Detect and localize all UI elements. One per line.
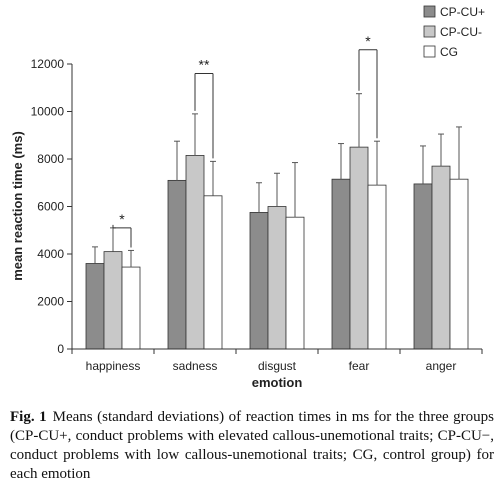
legend-swatch	[423, 25, 436, 38]
y-tick-label: 10000	[31, 105, 65, 119]
y-tick-label: 6000	[37, 200, 64, 214]
bar	[167, 179, 187, 350]
x-tick-label: sadness	[173, 359, 218, 373]
significance-label: **	[199, 57, 210, 73]
bar	[367, 184, 387, 350]
legend-label: CP-CU-	[440, 25, 482, 39]
bar	[103, 251, 123, 350]
legend-label: CP-CU+	[440, 5, 485, 19]
y-tick-label: 4000	[37, 247, 64, 261]
bar	[267, 206, 287, 350]
y-axis-ticks: 0 2000 4000 6000 8000 10000 12000	[31, 57, 72, 356]
figure-number: Fig. 1	[10, 409, 47, 425]
bar	[349, 146, 369, 350]
y-axis-title: mean reaction time (ms)	[10, 131, 25, 281]
bar	[449, 178, 469, 350]
y-tick-label: 8000	[37, 152, 64, 166]
bar	[85, 263, 105, 350]
x-axis-title: emotion	[252, 375, 303, 390]
legend-swatch	[423, 45, 436, 58]
x-tick-label: fear	[349, 359, 370, 373]
error-bars	[92, 93, 462, 268]
caption-text: Means (standard deviations) of reaction …	[10, 409, 494, 482]
bar	[285, 216, 305, 350]
legend-swatch	[423, 5, 436, 18]
bar-marks	[85, 146, 469, 350]
y-tick-label: 0	[57, 342, 64, 356]
legend: CP-CU+ CP-CU- CG	[423, 5, 485, 59]
figure-caption: Fig. 1 Means (standard deviations) of rea…	[10, 408, 494, 484]
x-tick-label: disgust	[258, 359, 297, 373]
bar	[331, 178, 351, 350]
y-tick-label: 2000	[37, 295, 64, 309]
significance-label: *	[365, 33, 371, 49]
bar	[203, 195, 223, 350]
bar	[413, 183, 433, 350]
x-tick-label: happiness	[86, 359, 141, 373]
legend-label: CG	[440, 45, 458, 59]
bar	[121, 266, 141, 350]
x-axis-ticks: happiness sadness disgust fear anger	[71, 349, 483, 373]
bar	[185, 155, 205, 350]
y-tick-label: 12000	[31, 57, 65, 71]
bar	[249, 212, 269, 350]
bar	[431, 165, 451, 350]
significance-label: *	[119, 211, 125, 227]
significance-brackets: ****	[112, 33, 378, 248]
x-tick-label: anger	[426, 359, 457, 373]
